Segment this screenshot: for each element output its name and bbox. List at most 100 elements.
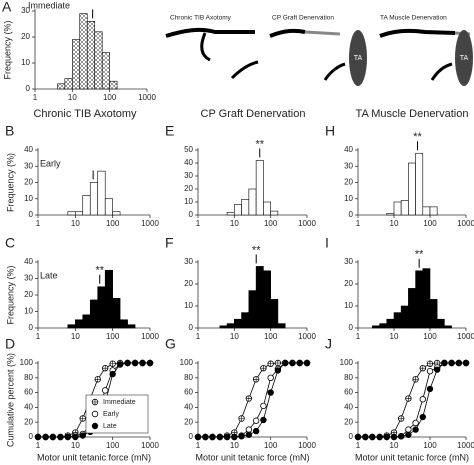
series-line [198,362,307,438]
y-tick-label: 10 [21,58,30,67]
bar [112,297,121,329]
marker-circle [376,433,383,441]
y-tick-label: 100 [180,358,194,367]
x-tick-label: 100 [423,332,437,341]
x-tick-label: 100 [106,332,120,341]
bar [422,206,431,216]
marker [245,426,253,433]
y-tick-label: 30 [344,161,353,170]
column-header: TA Muscle Denervation [356,108,469,120]
bar [79,13,88,90]
marker-circle [260,402,267,410]
y-tick-label: 40 [184,403,193,412]
x-tick-label: 1000 [298,219,316,228]
legend-label: Late [103,423,117,430]
marker [64,433,72,441]
marker-cross [253,376,259,383]
marker [412,419,419,427]
y-tick-label: 60 [344,388,353,397]
y-tick-label: 0 [26,84,31,93]
bar [104,269,113,329]
y-tick-label: 100 [340,358,354,367]
marker-circle [419,396,427,403]
marker [91,422,99,430]
y-tick-label: 20 [21,32,30,41]
x-tick-label: 10 [230,441,239,450]
marker [146,359,154,367]
graft [304,30,341,36]
x-tick-label: 1000 [138,93,156,102]
marker-cross [109,360,116,367]
bar [219,325,228,329]
marker [426,385,434,393]
x-tick-label: 100 [264,332,278,341]
bar [127,324,136,329]
bar [386,213,395,216]
marker-circle [57,433,64,441]
y-tick-label: 60 [24,388,33,397]
marker [397,415,405,422]
series-line [358,362,466,438]
marker [412,376,419,383]
x-tick-label: 1 [356,441,361,450]
marker [57,433,64,441]
marker [405,395,412,402]
marker [433,366,441,373]
marker [303,359,311,367]
marker [102,364,109,372]
bar [408,288,416,329]
bar [429,299,438,329]
y-tick-label: 10 [24,194,33,203]
x-tick-label: 10 [71,441,80,450]
y-tick-label: 20 [184,417,193,426]
marker [455,359,463,367]
marker [194,433,202,441]
y-tick-label: 30 [184,257,193,266]
marker-circle [412,419,419,427]
marker [238,433,245,440]
marker-circle [426,367,434,375]
x-tick-label: 1 [196,441,201,450]
bar [67,211,76,216]
x-tick-label: 10 [230,219,239,228]
marker [245,395,253,402]
bar [429,206,438,216]
bar [263,201,271,216]
marker [94,376,101,383]
marker-circle [202,433,209,441]
x-tick-label: 100 [106,219,120,228]
y-tick-label: 40 [24,145,33,154]
bar [226,323,235,329]
legend-label: Immediate [103,399,136,406]
panel-letter: E [165,123,174,139]
marker-circle [289,359,296,367]
x-tick-label: 1 [196,332,201,341]
bar [386,318,395,329]
marker [405,431,412,438]
x-tick-label: 1 [36,219,41,228]
marker-circle [252,417,260,424]
marker [209,433,216,441]
marker-circle [390,433,398,441]
marker [216,433,224,441]
bar [97,170,106,216]
panel-letter: J [325,336,332,352]
marker-circle [369,433,376,441]
marker-circle [462,359,470,367]
series-line [198,362,307,438]
marker-cross [267,360,274,367]
marker-cross [246,395,252,402]
bar [393,312,402,329]
panel-label: Early [40,158,61,168]
marker [252,427,260,435]
x-tick-label: 100 [423,441,437,450]
y-tick-label: 0 [29,210,34,219]
marker-circle [34,433,42,441]
y-tick-label: 0 [349,323,354,332]
bar [415,152,424,216]
marker-circle [72,433,79,441]
marker [109,370,116,378]
marker-circle [397,433,405,440]
marker-circle [209,433,216,441]
marker-circle [109,370,116,378]
